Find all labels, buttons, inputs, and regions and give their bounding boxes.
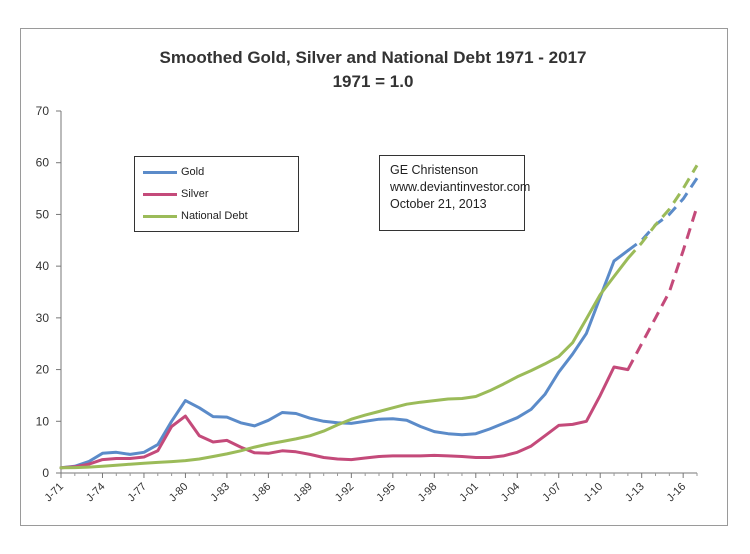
silver-line <box>59 365 630 470</box>
legend-label-national-debt: National Debt <box>181 210 248 222</box>
annotation-box: GE Christenson www.deviantinvestor.com O… <box>379 155 531 231</box>
y-tick-label: 10 <box>36 414 50 428</box>
legend-item-gold: Gold <box>143 165 204 179</box>
x-tick-label: J-80 <box>167 481 191 505</box>
x-tick-label: J-16 <box>665 481 689 505</box>
x-tick-label: J-01 <box>457 481 481 505</box>
chart-title-block: Smoothed Gold, Silver and National Debt … <box>20 46 726 94</box>
x-tick-label: J-10 <box>582 481 606 505</box>
legend-swatch-silver <box>143 192 177 196</box>
y-tick-label: 0 <box>42 466 49 480</box>
national-debt-line <box>59 256 630 470</box>
silver-projected-line <box>626 206 699 371</box>
x-tick-label: J-07 <box>540 481 564 505</box>
x-tick-label: J-77 <box>125 481 149 505</box>
x-tick-label: J-95 <box>374 481 398 505</box>
x-tick-label: J-04 <box>499 481 523 505</box>
gold-projected-line <box>627 177 699 252</box>
legend-swatch-gold <box>143 170 177 174</box>
legend-item-silver: Silver <box>143 187 209 201</box>
x-tick-label: J-89 <box>291 481 315 505</box>
x-tick-label: J-86 <box>250 481 274 505</box>
legend-item-national-debt: National Debt <box>143 209 248 223</box>
y-tick-label: 20 <box>36 363 50 377</box>
legend-label-gold: Gold <box>181 166 205 178</box>
gold-line <box>59 249 630 470</box>
x-tick-label: J-13 <box>623 481 647 505</box>
chart-frame <box>20 28 728 526</box>
annotation-site: www.deviantinvestor.com <box>390 180 531 194</box>
chart-subtitle: 1971 = 1.0 <box>332 72 414 91</box>
x-tick-label: J-71 <box>42 481 66 505</box>
y-tick-label: 70 <box>36 104 50 118</box>
annotation-date: October 21, 2013 <box>390 197 487 211</box>
y-tick-label: 40 <box>36 259 50 273</box>
annotation-author: GE Christenson <box>390 163 479 177</box>
y-tick-label: 50 <box>36 207 50 221</box>
y-tick-label: 60 <box>36 156 50 170</box>
chart-title: Smoothed Gold, Silver and National Debt … <box>159 48 587 67</box>
national-debt-projected-line <box>626 164 699 260</box>
x-tick-label: J-92 <box>333 481 357 505</box>
legend: Gold Silver National Debt <box>134 156 299 232</box>
x-tick-label: J-74 <box>84 481 108 505</box>
x-tick-label: J-83 <box>208 481 232 505</box>
legend-label-silver: Silver <box>181 188 209 200</box>
x-tick-label: J-98 <box>416 481 440 505</box>
y-tick-label: 30 <box>36 311 50 325</box>
legend-swatch-national-debt <box>143 214 177 218</box>
